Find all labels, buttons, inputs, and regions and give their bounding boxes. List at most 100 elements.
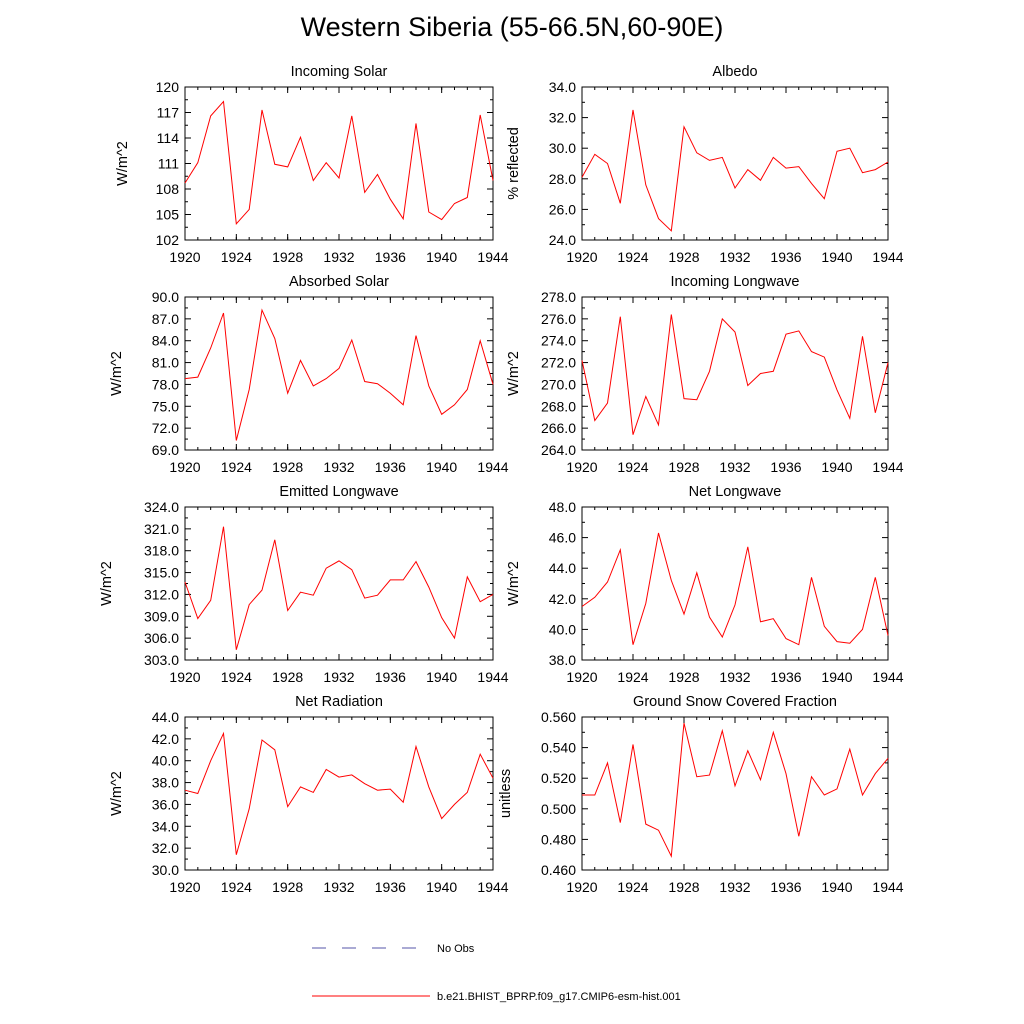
y-tick-label: 48.0 xyxy=(549,499,576,515)
x-tick-label: 1932 xyxy=(323,879,354,895)
panel-2: 1920 1924 1928 1932 1936 1940 1944 69.0 72.0 75.0… xyxy=(109,274,509,475)
panel-title: Incoming Longwave xyxy=(671,274,800,290)
x-tick-label: 1920 xyxy=(566,459,597,475)
plot-frame xyxy=(581,716,889,871)
y-tick-label: 309.0 xyxy=(144,608,179,624)
x-tick-label: 1920 xyxy=(169,459,200,475)
x-tick-label: 1924 xyxy=(617,879,648,895)
series-line xyxy=(582,722,889,859)
panel-5: 1920 1924 1928 1932 1936 1940 1944 38.0 40.0 42.0… xyxy=(506,484,904,685)
y-tick-label: 0.480 xyxy=(541,831,576,847)
y-tick-label: 117 xyxy=(157,105,180,121)
series-line xyxy=(581,109,889,232)
x-tick-label: 1924 xyxy=(221,459,252,475)
x-tick-label: 1932 xyxy=(719,249,750,265)
y-tick-label: 264.0 xyxy=(541,442,576,458)
y-tick-label: 318.0 xyxy=(144,543,179,559)
y-axis-label: % reflected xyxy=(506,127,522,200)
y-tick-label: 30.0 xyxy=(152,862,179,878)
y-tick-label: 268.0 xyxy=(541,398,576,414)
panel-title: Emitted Longwave xyxy=(279,484,398,500)
y-tick-label: 270.0 xyxy=(541,376,576,392)
y-tick-label: 272.0 xyxy=(541,355,576,371)
x-tick-label: 1932 xyxy=(323,669,354,685)
y-tick-label: 24.0 xyxy=(549,232,576,248)
y-tick-label: 44.0 xyxy=(152,709,179,725)
x-tick-label: 1936 xyxy=(770,459,801,475)
y-tick-label: 102 xyxy=(156,232,180,248)
y-tick-label: 303.0 xyxy=(144,652,179,668)
y-tick-label: 69.0 xyxy=(152,442,179,458)
x-tick-label: 1920 xyxy=(169,249,200,265)
x-tick-label: 1940 xyxy=(426,879,457,895)
x-tick-label: 1940 xyxy=(821,249,852,265)
x-tick-label: 1920 xyxy=(566,669,597,685)
x-tick-label: 1936 xyxy=(375,879,406,895)
x-tick-label: 1944 xyxy=(477,249,508,265)
y-tick-label: 44.0 xyxy=(549,560,576,576)
y-tick-label: 34.0 xyxy=(549,79,576,95)
y-tick-label: 36.0 xyxy=(152,796,179,812)
y-tick-label: 72.0 xyxy=(152,420,179,436)
x-tick-label: 1936 xyxy=(375,459,406,475)
x-tick-label: 1924 xyxy=(221,669,252,685)
y-tick-label: 30.0 xyxy=(549,140,576,156)
plot-frame xyxy=(184,716,494,871)
series-line xyxy=(184,526,494,650)
x-tick-label: 1944 xyxy=(477,669,508,685)
panel-7: 1920 1924 1928 1932 1936 1940 1944 0.460 0.480 0.… xyxy=(498,694,904,895)
y-axis-label: W/m^2 xyxy=(109,771,125,816)
y-axis-label: unitless xyxy=(498,769,514,818)
x-tick-label: 1928 xyxy=(272,669,303,685)
x-tick-label: 1928 xyxy=(272,249,303,265)
x-tick-label: 1936 xyxy=(770,669,801,685)
panel-title: Absorbed Solar xyxy=(289,274,389,290)
plot-frame xyxy=(184,296,494,451)
x-tick-label: 1924 xyxy=(617,669,648,685)
x-tick-label: 1928 xyxy=(668,459,699,475)
x-tick-label: 1940 xyxy=(426,249,457,265)
y-tick-label: 0.560 xyxy=(541,709,576,725)
x-tick-label: 1936 xyxy=(770,249,801,265)
y-tick-label: 32.0 xyxy=(549,110,576,126)
y-tick-label: 274.0 xyxy=(541,333,576,349)
y-tick-label: 114 xyxy=(157,130,180,146)
y-tick-label: 40.0 xyxy=(549,621,576,637)
x-tick-label: 1932 xyxy=(719,669,750,685)
x-tick-label: 1920 xyxy=(169,669,200,685)
y-tick-label: 90.0 xyxy=(152,289,179,305)
panel-1: 1920 1924 1928 1932 1936 1940 1944 24.0 26.0 28.0… xyxy=(506,64,904,265)
y-tick-label: 42.0 xyxy=(152,731,179,747)
series-line xyxy=(184,100,494,225)
x-tick-label: 1920 xyxy=(566,879,597,895)
x-tick-label: 1936 xyxy=(375,249,406,265)
series-line xyxy=(581,314,889,435)
x-tick-label: 1944 xyxy=(872,459,903,475)
y-axis-label: W/m^2 xyxy=(506,351,522,396)
x-tick-label: 1932 xyxy=(323,249,354,265)
y-axis-label: W/m^2 xyxy=(99,561,115,606)
panel-4: 1920 1924 1928 1932 1936 1940 1944 303.0 306.0 30… xyxy=(99,484,509,685)
y-tick-label: 78.0 xyxy=(152,376,179,392)
y-tick-label: 0.520 xyxy=(541,770,576,786)
y-tick-label: 315.0 xyxy=(144,565,179,581)
x-tick-label: 1932 xyxy=(719,879,750,895)
x-tick-label: 1940 xyxy=(426,459,457,475)
y-tick-label: 34.0 xyxy=(152,818,179,834)
y-tick-label: 42.0 xyxy=(549,591,576,607)
x-tick-label: 1928 xyxy=(272,459,303,475)
x-tick-label: 1924 xyxy=(221,249,252,265)
y-tick-label: 26.0 xyxy=(549,201,576,217)
series-line xyxy=(581,532,889,646)
x-tick-label: 1932 xyxy=(323,459,354,475)
legend: No Obs b.e21.BHIST_BPRP.f09_g17.CMIP6-esm… xyxy=(312,943,681,1003)
y-tick-label: 108 xyxy=(156,181,180,197)
y-tick-label: 0.460 xyxy=(541,862,576,878)
y-tick-label: 84.0 xyxy=(152,333,179,349)
y-tick-label: 111 xyxy=(158,156,179,172)
y-tick-label: 32.0 xyxy=(152,840,179,856)
x-tick-label: 1944 xyxy=(477,459,508,475)
x-tick-label: 1936 xyxy=(770,879,801,895)
panel-title: Incoming Solar xyxy=(291,64,388,80)
x-tick-label: 1920 xyxy=(566,249,597,265)
